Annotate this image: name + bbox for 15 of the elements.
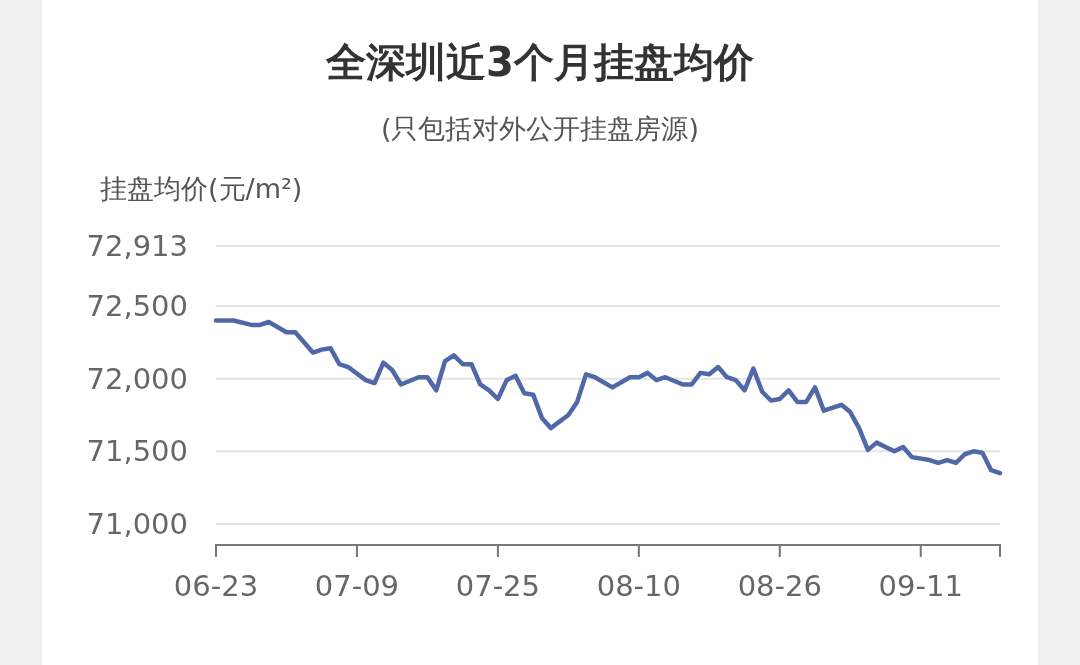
chart-title: 全深圳近3个月挂盘均价 [325,39,755,85]
x-tick-label: 09-11 [878,569,963,603]
x-tick-label: 06-23 [173,569,259,603]
y-tick-label: 72,000 [86,361,188,396]
y-axis-title: 挂盘均价(元/m²) [100,173,303,204]
y-tick-label: 71,500 [86,434,188,469]
y-tick-label: 72,500 [86,289,188,324]
y-tick-label: 72,913 [86,229,188,263]
chart-subtitle: (只包括对外公开挂盘房源) [380,113,700,144]
x-tick-label: 07-25 [455,569,541,603]
x-tick-label: 08-26 [737,569,822,603]
y-tick-label: 71,000 [86,507,188,541]
x-tick-label: 07-09 [314,569,400,603]
line-series [213,318,1003,476]
x-tick-label: 08-10 [596,569,681,603]
